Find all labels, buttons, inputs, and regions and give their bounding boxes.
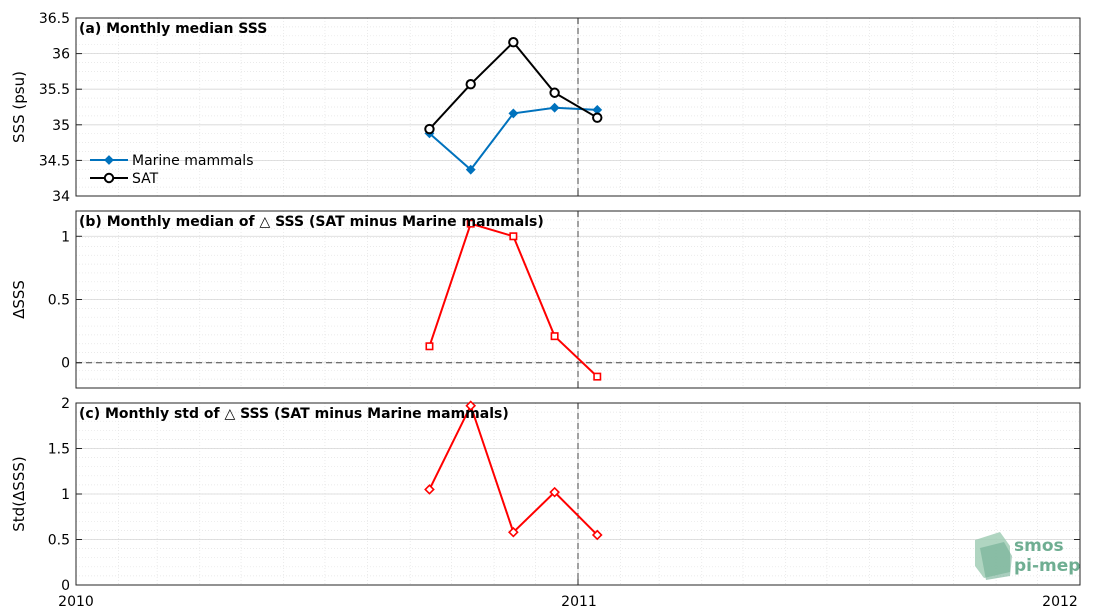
y-tick-label: 1.5: [48, 442, 70, 458]
data-point: [465, 164, 476, 175]
chart-panel: 0 0.5 1 1.5 2 (c) Monthly std of △ SSS (SAT m…: [10, 396, 1081, 594]
chart-panel: 0 0.5 1 (b) Monthly median of △ SSS (SAT mi…: [10, 210, 1081, 389]
data-point: [550, 332, 559, 341]
y-tick-label: 0.5: [48, 533, 70, 549]
data-point: [549, 102, 560, 113]
data-point: [424, 123, 435, 135]
legend-item: Marine mammals: [90, 153, 254, 169]
data-point: [593, 372, 602, 381]
x-tick-label: 2010: [58, 594, 94, 610]
data-point: [425, 342, 434, 351]
data-point: [509, 232, 518, 241]
data-point: [104, 155, 114, 165]
panel-title: (a) Monthly median SSS: [79, 21, 267, 37]
y-tick-label: 34: [52, 189, 70, 205]
y-axis-label: Std(ΔSSS): [10, 456, 28, 531]
data-series: [424, 37, 603, 135]
legend-label: Marine mammals: [132, 153, 254, 169]
data-point: [508, 108, 519, 119]
data-point: [549, 87, 560, 98]
x-axis: 2010 2011 2012: [58, 594, 1078, 610]
data-point: [592, 112, 603, 123]
y-tick-label: 35.5: [39, 82, 70, 98]
legend: Marine mammals SAT: [90, 153, 254, 187]
data-point: [465, 79, 476, 90]
legend-label: SAT: [132, 171, 159, 187]
data-series: [424, 400, 603, 541]
y-tick-label: 34.5: [39, 153, 70, 169]
data-point: [103, 172, 115, 184]
logo-text-line2: pi-mep: [1014, 556, 1080, 576]
logo-mark: [980, 542, 1012, 580]
y-tick-label: 1: [61, 487, 70, 503]
data-point: [465, 400, 477, 412]
y-tick-label: 1: [61, 229, 70, 245]
chart-panel: 34 34.5 35 35.5 36 36.5 (a) Monthly median SSS…: [10, 11, 1081, 205]
data-series: [425, 219, 602, 381]
series-line: [428, 403, 598, 536]
y-tick-label: 35: [52, 118, 70, 134]
x-tick-label: 2011: [561, 594, 597, 610]
x-tick-label: 2012: [1042, 594, 1078, 610]
y-tick-label: 36: [52, 47, 70, 63]
logo-text-line1: smos: [1014, 536, 1064, 556]
panels: 34 34.5 35 35.5 36 36.5 (a) Monthly median SSS…: [10, 11, 1081, 594]
y-tick-label: 0: [61, 578, 70, 594]
data-point: [466, 219, 475, 228]
legend-item: SAT: [90, 171, 159, 187]
y-axis-label: SSS (psu): [10, 71, 28, 143]
panel-title: (c) Monthly std of △ SSS (SAT minus Mari…: [79, 406, 509, 422]
smos-pi-mep-logo: smos pi-mep: [975, 532, 1080, 580]
y-tick-label: 0.5: [48, 293, 70, 309]
panel-title: (b) Monthly median of △ SSS (SAT minus M…: [79, 214, 544, 230]
data-point: [508, 37, 519, 48]
data-point: [549, 486, 560, 498]
data-point: [508, 526, 519, 538]
data-point: [424, 484, 435, 495]
y-tick-label: 36.5: [39, 11, 70, 27]
y-axis-label: ΔSSS: [10, 280, 28, 319]
y-tick-label: 2: [61, 396, 70, 412]
y-tick-label: 0: [61, 356, 70, 372]
data-point: [591, 529, 603, 541]
